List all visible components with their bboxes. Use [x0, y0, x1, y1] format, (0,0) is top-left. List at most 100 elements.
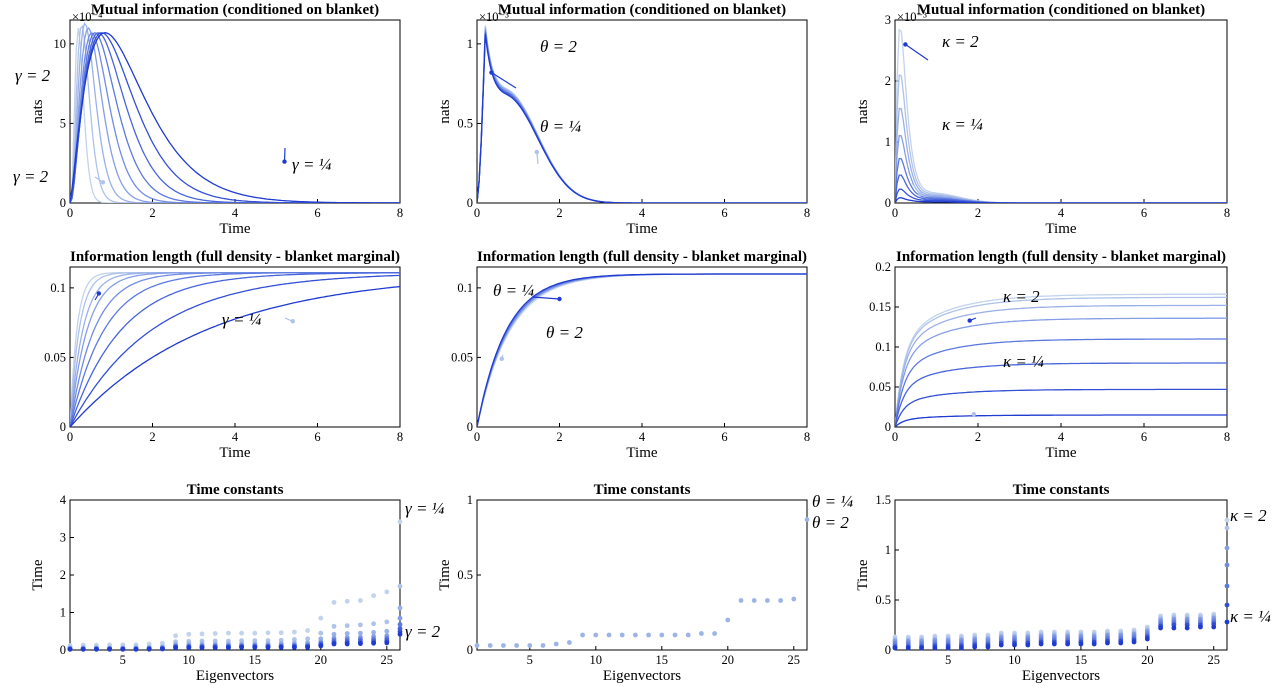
series-line-2: [895, 297, 1227, 427]
series-line-5: [895, 339, 1227, 427]
panel-mi_gamma: Mutual information (conditioned on blank…: [13, 2, 403, 237]
scatter-point: [712, 631, 717, 636]
x-tick-label: 6: [721, 206, 727, 220]
annotation-arrowhead: [291, 319, 295, 323]
y-tick-label: 0: [60, 420, 66, 434]
x-tick-label: 6: [314, 430, 320, 444]
x-tick-label: 8: [1224, 206, 1230, 220]
scatter-point: [345, 631, 350, 636]
scatter-point: [358, 598, 363, 603]
x-tick-label: 0: [67, 206, 73, 220]
panel-mi_theta: Mutual information (conditioned on blank…: [437, 2, 810, 237]
x-axis-label: Eigenvectors: [1022, 668, 1100, 684]
y-tick-label: 0.5: [457, 568, 473, 582]
scatter-point: [358, 631, 363, 636]
scatter-point: [266, 630, 271, 635]
annotation-label: κ = 2: [942, 32, 979, 51]
scatter-point: [279, 630, 284, 635]
scatter-point: [1225, 546, 1230, 551]
scatter-point: [398, 519, 403, 524]
y-axis-label: nats: [437, 99, 453, 123]
scatter-point: [332, 642, 337, 647]
y-tick-label: 0: [885, 420, 891, 434]
y-tick-label: 0: [60, 643, 66, 657]
y-axis-label: nats: [30, 99, 46, 123]
series-line-6: [895, 363, 1227, 427]
annotation-label: κ = ¼: [942, 115, 983, 134]
scatter-point: [332, 624, 337, 629]
x-tick-label: 6: [314, 206, 320, 220]
series-line-1: [70, 273, 400, 427]
scatter-point: [1092, 642, 1097, 647]
scatter-point: [1225, 526, 1230, 531]
y-tick-label: 1: [467, 37, 473, 51]
scatter-point: [94, 647, 99, 652]
series-line-7: [70, 273, 400, 427]
x-axis-label: Eigenvectors: [603, 668, 681, 684]
scatter-point: [1039, 642, 1044, 647]
y-tick-label: 10: [54, 37, 67, 51]
annotation-arrowhead: [968, 318, 972, 322]
scatter-point: [186, 645, 191, 650]
scatter-point: [739, 598, 744, 603]
scatter-point: [160, 646, 165, 651]
scatter-point: [252, 631, 257, 636]
annotation-label: γ = 2: [15, 66, 51, 85]
scatter-point: [213, 631, 218, 636]
series-line-3: [70, 273, 400, 427]
x-tick-label: 25: [381, 653, 394, 667]
annotation-label: θ = ¼: [540, 117, 581, 136]
y-tick-label: 0.1: [875, 340, 891, 354]
x-tick-label: 10: [183, 653, 196, 667]
scatter-point: [646, 633, 651, 638]
scatter-point: [332, 600, 337, 605]
scatter-point: [805, 517, 810, 522]
annotation-arrowhead: [972, 412, 976, 416]
scatter-point: [1198, 625, 1203, 630]
x-tick-label: 6: [721, 430, 727, 444]
series-line-5: [70, 273, 400, 427]
scatter-point: [68, 647, 73, 652]
panel-il_gamma: Information length (full density - blank…: [15, 66, 403, 461]
scatter-point: [371, 621, 376, 626]
scatter-point: [1012, 643, 1017, 648]
scatter-point: [226, 631, 231, 636]
scatter-point: [305, 628, 310, 633]
x-axis-label: Time: [219, 221, 250, 237]
panel-title: Mutual information (conditioned on blank…: [917, 2, 1205, 18]
scatter-point: [384, 640, 389, 645]
annotation-label: κ = ¼: [1230, 607, 1271, 626]
x-axis-label: Time: [1045, 445, 1076, 461]
scatter-point: [959, 646, 964, 651]
x-tick-label: 4: [1058, 430, 1065, 444]
series-line-4: [895, 318, 1227, 427]
annotation-label: θ = 2: [540, 37, 577, 56]
panel-title: Time constants: [594, 482, 691, 498]
x-tick-label: 10: [1008, 653, 1021, 667]
scatter-point: [488, 643, 493, 648]
y-axis-label: Time: [30, 559, 46, 590]
x-tick-label: 2: [975, 206, 981, 220]
x-tick-label: 5: [120, 653, 126, 667]
y-tick-label: 4: [60, 493, 67, 507]
scatter-point: [686, 633, 691, 638]
x-axis-label: Time: [626, 221, 657, 237]
x-tick-label: 2: [975, 430, 981, 444]
scatter-point: [1171, 626, 1176, 631]
axes-box: [70, 500, 400, 650]
scatter-point: [384, 629, 389, 634]
x-tick-label: 15: [1075, 653, 1088, 667]
x-tick-label: 2: [149, 430, 155, 444]
x-tick-label: 4: [639, 206, 646, 220]
x-axis-label: Time: [626, 445, 657, 461]
scatter-point: [358, 641, 363, 646]
x-tick-label: 0: [474, 206, 480, 220]
annotation-arrowhead: [97, 291, 101, 295]
scatter-point: [371, 593, 376, 598]
annotation-arrowhead: [535, 150, 539, 154]
annotation-arrowhead: [903, 42, 907, 46]
series-line-3: [895, 305, 1227, 427]
scatter-point: [239, 645, 244, 650]
scatter-point: [398, 616, 403, 621]
